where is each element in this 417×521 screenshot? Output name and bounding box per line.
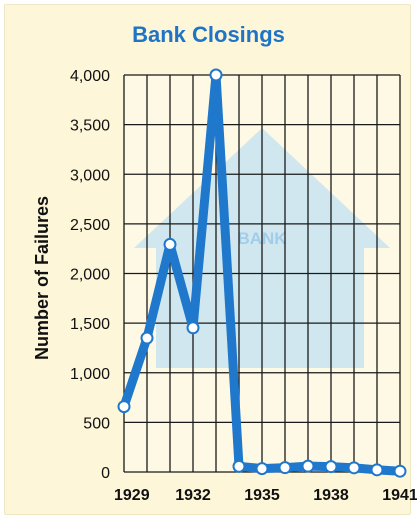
data-point xyxy=(370,463,384,477)
x-tick-label: 1932 xyxy=(175,487,211,504)
data-point xyxy=(140,331,154,345)
x-tick-label: 1941 xyxy=(382,487,417,504)
y-tick-label: 3,500 xyxy=(70,118,110,135)
y-axis-ticks: 0 500 1,000 1,500 2,000 2,500 3,000 3,500 4,000 xyxy=(70,68,110,482)
x-tick-label: 1929 xyxy=(114,487,150,504)
y-tick-label: 1,000 xyxy=(70,366,110,383)
y-axis-label: Number of Failures xyxy=(32,196,52,360)
data-point xyxy=(163,237,177,251)
data-point xyxy=(117,400,131,414)
x-tick-label: 1938 xyxy=(313,487,349,504)
y-tick-label: 2,500 xyxy=(70,217,110,234)
y-tick-label: 500 xyxy=(83,415,110,432)
y-tick-label: 0 xyxy=(101,465,110,482)
x-tick-label: 1935 xyxy=(244,487,280,504)
y-tick-label: 4,000 xyxy=(70,68,110,85)
grid xyxy=(123,74,401,473)
data-point xyxy=(232,459,246,473)
y-tick-label: 1,500 xyxy=(70,316,110,333)
series-bank-failures xyxy=(117,68,407,478)
data-point xyxy=(209,68,223,82)
data-point xyxy=(186,321,200,335)
data-point xyxy=(255,462,269,476)
data-point xyxy=(393,464,407,478)
data-point xyxy=(278,461,292,475)
y-tick-label: 3,000 xyxy=(70,167,110,184)
chart-title: Bank Closings xyxy=(132,22,285,47)
data-point xyxy=(347,461,361,475)
data-point xyxy=(324,460,338,474)
y-tick-label: 2,000 xyxy=(70,267,110,284)
data-point xyxy=(301,459,315,473)
x-axis-ticks: 1929 1932 1935 1938 1941 xyxy=(114,487,417,504)
